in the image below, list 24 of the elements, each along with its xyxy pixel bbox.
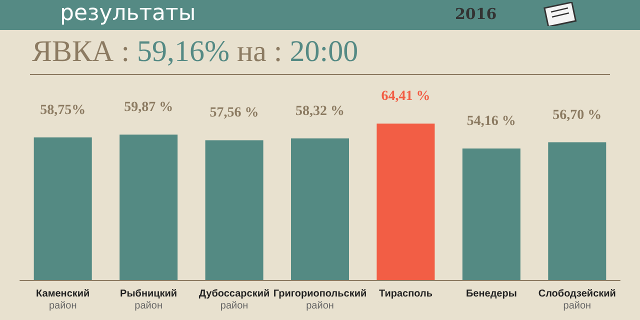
- data-label: 58,75%: [40, 102, 86, 118]
- x-tick-label: Тирасполь: [378, 288, 432, 300]
- x-tick-label: Рыбницкий район: [120, 288, 178, 312]
- x-tick-label: Бенедеры: [466, 288, 517, 300]
- x-tick-label: Григориопольский район: [273, 288, 367, 312]
- bar: [462, 148, 520, 280]
- bar: [291, 138, 349, 280]
- bar: [205, 140, 264, 280]
- bar: [376, 124, 435, 280]
- data-label: 56,70 %: [552, 108, 602, 123]
- bar: [120, 134, 178, 280]
- chart-title: результаты: [60, 1, 196, 27]
- data-label: 64,41 %: [381, 89, 430, 104]
- data-label: 54,16 %: [466, 114, 516, 129]
- data-label: 57,56 %: [210, 106, 259, 121]
- data-label: 58,32 %: [296, 104, 344, 119]
- x-tick-label: Дубоссарский район: [198, 288, 270, 312]
- bar: [34, 137, 92, 280]
- x-tick-label: Каменский район: [36, 288, 90, 312]
- data-label: 59,87 %: [124, 100, 174, 116]
- x-tick-label: Слободзейский район: [538, 288, 616, 312]
- chart-subtitle: ЯВКА : 59,16% на : 20:00: [32, 35, 358, 68]
- bar: [548, 142, 606, 280]
- text: 2016: [455, 5, 497, 23]
